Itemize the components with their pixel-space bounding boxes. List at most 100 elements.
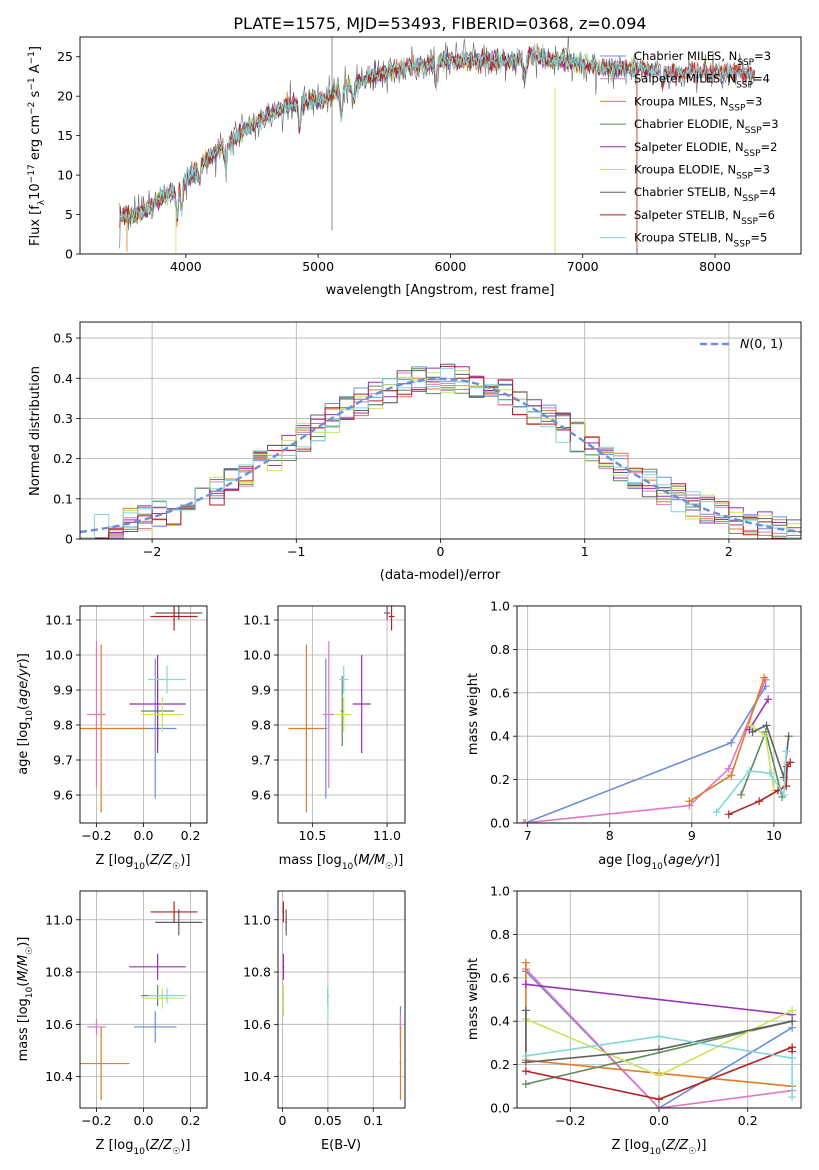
y-tick-label: 10.8 <box>243 965 271 980</box>
y-tick-label: 9.9 <box>53 683 73 698</box>
axes-mass_weight_vs_Z: −0.2 0.0 0.2 0.0 0.2 0.4 0.6 0.8 1.0 Z [log10(Z/Z… <box>466 884 802 1157</box>
series-kroupa_elodie <box>746 721 778 795</box>
y-tick-label: 0.8 <box>490 927 510 942</box>
x-axis-label: Z [log10(Z/Z☉)] <box>96 853 191 872</box>
x-tick-label: 0.2 <box>181 1113 201 1128</box>
series-kroupa_stelib <box>712 747 791 817</box>
x-axis-label: wavelength [Angstrom, rest frame] <box>326 283 555 298</box>
series-point <box>724 810 733 819</box>
series-point <box>655 1071 663 1080</box>
x-axis-label: (data-model)/error <box>380 568 501 583</box>
errorbar-kroupa_stelib <box>148 665 186 694</box>
series-line <box>524 685 767 823</box>
frame: 0 0.05 0.1 10.4 10.6 10.8 11.0 <box>243 890 406 1128</box>
series-point <box>685 797 694 806</box>
series-point <box>521 819 530 823</box>
axes-frame <box>79 605 208 824</box>
y-tick-label: 10.6 <box>45 1017 73 1032</box>
y-tick-label: 10.4 <box>243 1069 271 1084</box>
series-point <box>727 771 736 780</box>
series-point <box>655 1104 663 1108</box>
x-tick-label: 9 <box>688 828 696 843</box>
x-tick-label: 0.1 <box>363 1113 383 1128</box>
errorbar-kroupa_elodie <box>141 987 184 1009</box>
errorbar-salpeter_miles <box>322 641 335 788</box>
errorbar-kroupa_miles <box>288 644 325 813</box>
histogram-kroupa_elodie <box>80 370 801 539</box>
series-line <box>688 677 765 802</box>
series-point <box>788 1054 797 1063</box>
y-axis-label: Flux [fλ10−17 erg cm−2 s−1 A−1] <box>27 46 47 246</box>
series-point <box>784 732 793 741</box>
series-point <box>765 769 774 778</box>
axes-age_vs_mass: 10.5 11.0 9.6 9.7 9.8 9.9 10.0 10.1 mass [log10(… <box>243 605 406 872</box>
y-tick-label: 10.0 <box>45 648 73 663</box>
plot-area <box>519 673 795 823</box>
y-tick-label: 10.0 <box>243 648 271 663</box>
y-tick-label: 9.8 <box>251 718 271 733</box>
y-tick-label: 10.6 <box>243 1017 271 1032</box>
x-tick-label: 0.2 <box>738 1113 758 1128</box>
spectrum-line-kroupa_stelib <box>119 43 756 224</box>
gaussian-curve <box>80 377 801 534</box>
errorbar-salpeter_stelib <box>388 606 395 631</box>
series-line <box>525 1035 793 1098</box>
y-tick-label: 9.7 <box>251 753 271 768</box>
y-tick-label: 0.2 <box>490 1057 510 1072</box>
series-point <box>764 695 773 704</box>
plot-area <box>80 901 203 1101</box>
series-kroupa_miles <box>685 673 769 806</box>
frame: 7 8 9 10 0.0 0.2 0.4 0.6 0.8 1.0 <box>490 599 802 843</box>
errorbar-chabrier_stelib <box>155 606 203 620</box>
x-tick-label: 8 <box>606 828 614 843</box>
plot-area <box>119 37 756 254</box>
series-point <box>762 721 771 730</box>
x-tick-label: 0 <box>437 544 445 559</box>
x-tick-label: −2 <box>143 544 161 559</box>
y-tick-label: 25 <box>57 49 73 64</box>
errorbar-chabrier_miles <box>134 1011 177 1043</box>
x-tick-label: 7000 <box>567 259 599 274</box>
axes-mass_weight_vs_age: 7 8 9 10 0.0 0.2 0.4 0.6 0.8 1.0 age [log10(age/yr… <box>466 599 802 872</box>
axes-frame <box>79 36 802 255</box>
errorbar-salpeter_stelib <box>150 606 198 631</box>
errorbar-kroupa_miles <box>80 1026 130 1101</box>
series-point <box>760 673 769 682</box>
series-point <box>521 1080 530 1089</box>
y-tick-label: 9.7 <box>53 753 73 768</box>
x-tick-label: 0.0 <box>134 828 154 843</box>
errorbar-salpeter_elodie <box>129 655 186 753</box>
axes-frame <box>277 890 406 1109</box>
spectrum-legend: Chabrier MILES, NSSP=3 Salpeter MILES, NS… <box>600 49 779 250</box>
y-tick-label: 0 <box>65 532 73 547</box>
errorbar-salpeter_miles <box>87 641 106 788</box>
series-point <box>748 727 757 736</box>
legend-label: Chabrier MILES, NSSP=3 <box>634 49 771 68</box>
axes-frame <box>516 890 802 1109</box>
errorbar-kroupa_miles <box>80 644 149 813</box>
axes-frame <box>79 321 802 540</box>
y-tick-label: 0.3 <box>53 411 73 426</box>
errorbar-kroupa_miles <box>399 1026 402 1101</box>
y-tick-label: 0.2 <box>490 772 510 787</box>
series-point <box>788 1093 797 1102</box>
y-tick-label: 1.0 <box>490 599 510 614</box>
series-point <box>655 1095 663 1104</box>
y-tick-label: 0.1 <box>53 491 73 506</box>
series-salpeter_miles <box>519 675 770 823</box>
plot-area <box>80 363 801 539</box>
errorbar-salpeter_stelib <box>150 901 198 923</box>
x-axis-label: Z [log10(Z/Z☉)] <box>96 1138 191 1157</box>
series-point <box>746 721 755 730</box>
y-tick-label: 0.0 <box>490 1101 510 1116</box>
series-point <box>521 980 530 989</box>
y-tick-label: 0.8 <box>490 642 510 657</box>
x-tick-label: 6000 <box>435 259 467 274</box>
y-tick-label: 0 <box>65 247 73 262</box>
frame: −0.2 0.0 0.2 9.6 9.7 9.8 9.9 10.0 10.1 <box>45 605 208 843</box>
axes-frame <box>79 890 208 1109</box>
series-line <box>523 679 767 823</box>
legend-label: Kroupa STELIB, NSSP=5 <box>634 231 767 250</box>
series-line <box>748 698 769 731</box>
series-point <box>521 1067 530 1076</box>
